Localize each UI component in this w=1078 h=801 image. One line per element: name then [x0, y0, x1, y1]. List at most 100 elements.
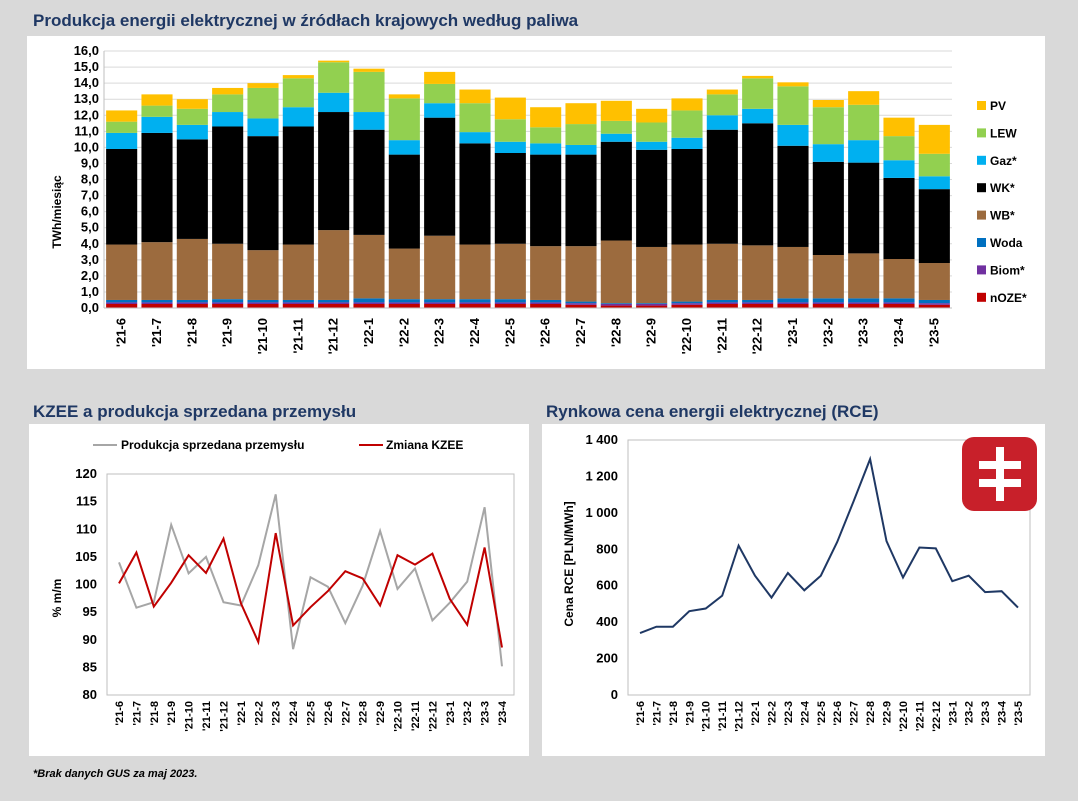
- bar-segment-WK: [848, 162, 880, 254]
- bar-segment-Woda: [883, 298, 915, 303]
- legend-swatch-WK: [977, 183, 986, 193]
- bar-segment-nOZE: [388, 303, 420, 308]
- bar-segment-Biom: [918, 303, 950, 305]
- bar-segment-PV: [918, 124, 950, 154]
- legend-swatch-LEW: [977, 128, 986, 138]
- bar-segment-WB: [247, 250, 279, 300]
- x-tick-label: '22-4: [467, 317, 482, 347]
- bar-segment-nOZE: [424, 303, 456, 308]
- legend-label-WK: WK*: [990, 181, 1015, 195]
- bar-segment-Woda: [424, 299, 456, 303]
- legend-swatch-nOZE: [977, 292, 986, 302]
- x-tick-label: '23-1: [785, 318, 800, 347]
- bar-segment-LEW: [706, 94, 738, 116]
- bar-segment-WK: [565, 154, 597, 247]
- x-tick-label: '22-11: [714, 318, 729, 354]
- bar-segment-WB: [282, 244, 314, 300]
- y-tick-label: 1,0: [81, 284, 99, 299]
- x-tick-label: '22-2: [766, 701, 778, 726]
- bar-segment-WB: [318, 230, 350, 300]
- top-chart-title: Produkcja energii elektrycznej w źródłac…: [33, 11, 579, 30]
- bar-segment-Woda: [282, 299, 314, 303]
- bar-segment-PV: [883, 117, 915, 137]
- bar-segment-LEW: [600, 120, 632, 134]
- y-tick-label: 600: [596, 578, 618, 593]
- bar-segment-WB: [706, 243, 738, 300]
- bar-segment-nOZE: [353, 303, 385, 308]
- bar-segment-LEW: [530, 127, 562, 144]
- bar-segment-Woda: [848, 298, 880, 303]
- bar-segment-Woda: [318, 299, 350, 303]
- bar-segment-WB: [106, 244, 138, 300]
- bar-segment-nOZE: [848, 303, 880, 308]
- bar-segment-WK: [812, 161, 844, 255]
- bar-segment-nOZE: [812, 303, 844, 308]
- footnote: *Brak danych GUS za maj 2023.: [33, 768, 198, 780]
- bar-segment-LEW: [565, 124, 597, 145]
- x-tick-label: '22-10: [393, 701, 405, 732]
- bar-segment-LEW: [918, 153, 950, 177]
- bar-segment-LEW: [777, 86, 809, 125]
- y-tick-label: 4,0: [81, 236, 99, 251]
- x-tick-label: '22-8: [358, 701, 370, 726]
- bar-segment-nOZE: [742, 303, 774, 308]
- bar-segment-Woda: [671, 301, 703, 304]
- x-tick-label: '21-12: [218, 701, 230, 732]
- bar-segment-WK: [883, 177, 915, 260]
- series-line-rce: [639, 455, 1019, 635]
- x-tick-label: '21-11: [290, 318, 305, 354]
- x-tick-label: '22-3: [783, 701, 795, 726]
- x-tick-label: '22-10: [679, 318, 694, 354]
- bar-segment-nOZE: [530, 303, 562, 308]
- x-tick-label: '22-7: [849, 701, 861, 726]
- bar-segment-nOZE: [636, 305, 668, 308]
- bar-segment-WK: [353, 129, 385, 235]
- bar-segment-WB: [636, 246, 668, 304]
- bar-segment-Woda: [212, 299, 244, 303]
- x-tick-label: '22-12: [750, 318, 765, 354]
- bar-segment-WK: [918, 189, 950, 264]
- bar-segment-WB: [424, 235, 456, 300]
- bar-segment-Gaz: [212, 112, 244, 127]
- bar-segment-Biom: [176, 302, 208, 304]
- bar-segment-WB: [212, 243, 244, 300]
- bar-segment-Gaz: [636, 141, 668, 150]
- bar-segment-WK: [706, 129, 738, 244]
- bar-segment-WB: [353, 234, 385, 299]
- bar-segment-WK: [176, 139, 208, 239]
- bar-segment-LEW: [106, 121, 138, 133]
- y-tick-label: 85: [83, 659, 97, 674]
- bar-segment-WB: [565, 246, 597, 302]
- bar-segment-nOZE: [565, 304, 597, 308]
- bar-segment-Gaz: [282, 107, 314, 127]
- bar-segment-Gaz: [742, 108, 774, 124]
- top-chart-panel: TWh/miesiąc 0,0 1,0 2,0 3,0 4,0 5,0 6,0 7,0 8,0 9…: [27, 36, 1045, 369]
- bar-segment-Biom: [600, 303, 632, 306]
- y-tick-label: 11,0: [74, 123, 99, 138]
- bar-segment-Woda: [353, 298, 385, 303]
- bar-segment-Gaz: [247, 118, 279, 137]
- bar-segment-WB: [494, 243, 526, 300]
- bar-segment-Biom: [247, 302, 279, 304]
- bar-segment-Woda: [636, 303, 668, 304]
- x-tick-label: '22-2: [253, 701, 265, 726]
- x-tick-label: '23-3: [480, 701, 492, 726]
- x-tick-label: '22-9: [882, 701, 894, 726]
- y-tick-label: 100: [75, 577, 97, 592]
- bar-segment-nOZE: [141, 303, 173, 308]
- bar-segment-LEW: [742, 78, 774, 109]
- bar-segment-WK: [777, 145, 809, 247]
- bar-segment-nOZE: [600, 305, 632, 308]
- x-tick-label: '22-1: [236, 701, 248, 726]
- brand-logo: [962, 437, 1037, 511]
- x-tick-label: '21-11: [201, 701, 213, 731]
- bar-segment-PV: [388, 94, 420, 99]
- bar-segment-nOZE: [494, 303, 526, 308]
- bar-segment-Gaz: [918, 176, 950, 190]
- bar-segment-Gaz: [530, 143, 562, 155]
- bar-segment-Woda: [494, 299, 526, 303]
- bar-segment-WK: [388, 154, 420, 249]
- x-tick-label: '22-11: [410, 701, 422, 731]
- y-tick-label: 800: [596, 541, 618, 556]
- legend-label-kzee: Zmiana KZEE: [386, 438, 463, 452]
